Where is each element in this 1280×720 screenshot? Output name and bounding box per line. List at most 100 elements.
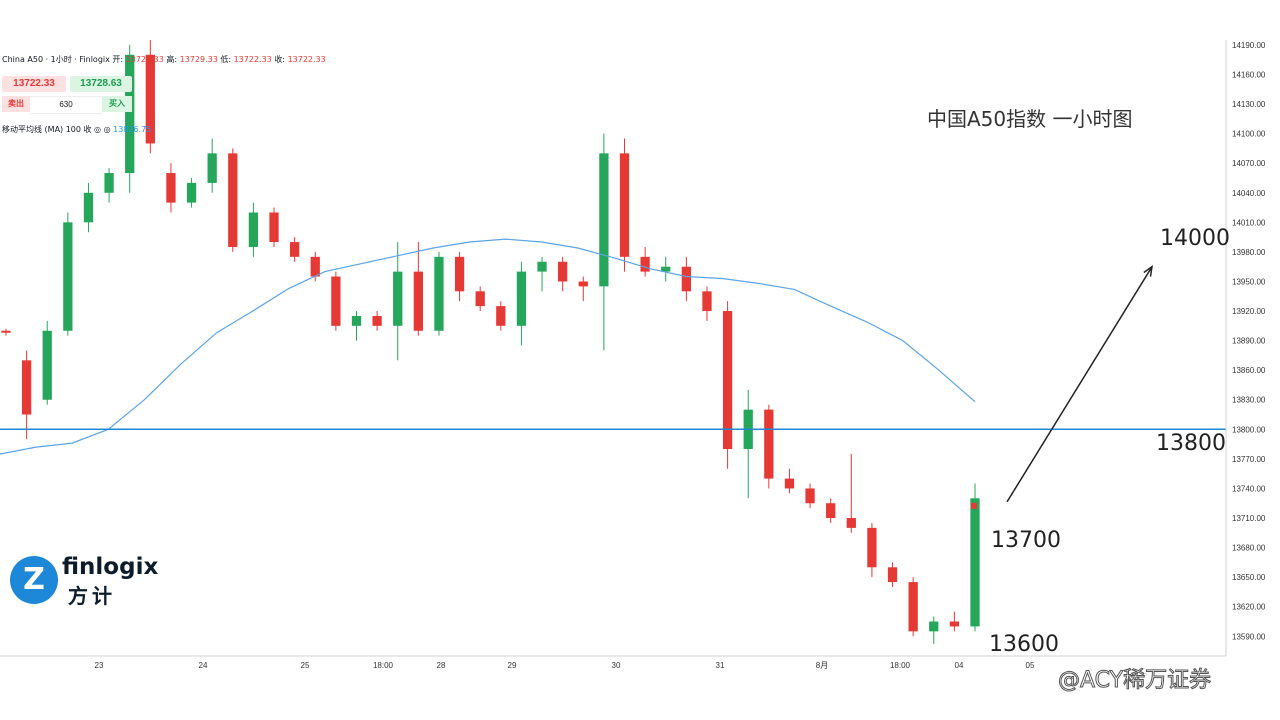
candle — [454, 251, 465, 302]
candle — [496, 301, 506, 331]
x-tick-label: 24 — [199, 661, 208, 670]
buy-button[interactable]: 买入 — [102, 96, 132, 112]
candle — [702, 286, 712, 321]
sell-button[interactable]: 卖出 — [2, 96, 30, 112]
candle-body — [970, 498, 980, 627]
candle-body — [702, 291, 712, 312]
x-tick-label: 18:00 — [890, 661, 911, 670]
candle-body — [434, 256, 444, 331]
candle-body — [310, 256, 320, 277]
candle — [42, 320, 52, 405]
open-value: 13728.33 — [125, 55, 164, 64]
candle — [661, 256, 671, 282]
candle — [104, 168, 114, 203]
candle-body — [186, 182, 197, 203]
logo-cn: 方计 — [68, 584, 116, 608]
target-label: 14000 — [1160, 226, 1230, 251]
candle-body — [145, 54, 155, 144]
candle-body — [949, 621, 960, 627]
candle-body — [166, 173, 176, 203]
overlays-group — [0, 238, 1226, 509]
candle-body — [1, 330, 11, 333]
y-tick-label: 13920.00 — [1232, 307, 1266, 316]
candles-group — [1, 40, 980, 645]
candle — [558, 256, 568, 292]
x-tick-label: 04 — [955, 661, 964, 670]
candle — [599, 133, 609, 351]
candle — [289, 237, 300, 262]
y-tick-label: 14190.00 — [1232, 41, 1266, 50]
y-tick-label: 14160.00 — [1232, 70, 1266, 79]
candle — [784, 468, 795, 494]
y-tick-label: 13950.00 — [1232, 277, 1266, 286]
candle-body — [805, 488, 815, 504]
buy-price[interactable]: 13728.63 — [70, 76, 132, 92]
candle-body — [413, 271, 423, 331]
candle-body — [929, 621, 939, 632]
candle — [372, 311, 382, 331]
candle-body — [496, 306, 506, 326]
x-tick-label: 23 — [95, 661, 104, 670]
candle-body — [21, 360, 32, 415]
candle-body — [722, 311, 733, 450]
ma-line — [0, 238, 976, 455]
candle-body — [248, 212, 259, 247]
y-tick-label: 13590.00 — [1232, 632, 1266, 641]
candle — [186, 177, 197, 208]
candle — [578, 276, 588, 302]
candle — [207, 138, 217, 193]
candle — [331, 271, 341, 331]
candle — [887, 562, 898, 588]
candle-body — [454, 256, 465, 292]
candle-body — [846, 518, 856, 528]
candle — [846, 453, 856, 533]
last-price-marker — [971, 502, 977, 509]
close-label: 收: — [274, 55, 286, 64]
candle — [867, 522, 877, 578]
candle-body — [331, 276, 341, 326]
volume-input[interactable]: 630 — [30, 96, 102, 114]
y-tick-label: 13740.00 — [1232, 484, 1266, 493]
candle — [722, 301, 733, 469]
y-tick-label: 13710.00 — [1232, 514, 1266, 523]
candle — [83, 182, 94, 233]
high-label: 高: — [166, 55, 178, 64]
candle — [743, 389, 753, 499]
candle — [125, 44, 135, 193]
sell-price[interactable]: 13722.33 — [2, 76, 66, 92]
candle — [21, 350, 32, 440]
low-value: 13722.33 — [233, 55, 272, 64]
projection-arrow-head — [1143, 265, 1154, 277]
candle-body — [661, 266, 671, 272]
candle-body — [42, 330, 52, 400]
level-13800-label: 13800 — [1156, 431, 1226, 456]
candle-body — [537, 261, 547, 272]
candle-body — [125, 54, 135, 174]
candle-body — [578, 281, 588, 287]
candle — [269, 207, 279, 247]
logo-name: finlogix — [62, 554, 159, 580]
x-tick-label: 30 — [612, 661, 621, 670]
projection-arrow[interactable] — [1006, 266, 1153, 503]
candle-body — [599, 153, 609, 287]
ma-indicator[interactable]: 移动平均线 (MA) 100 收 ◎ ◎ 13826.75 — [2, 124, 151, 135]
candle-body — [867, 527, 877, 568]
candle — [619, 138, 630, 272]
candle — [681, 256, 692, 302]
candle-body — [619, 153, 630, 257]
candle-body — [887, 567, 898, 583]
candle-body — [228, 153, 238, 247]
candle — [537, 256, 547, 292]
candle — [393, 242, 403, 361]
candle — [166, 163, 176, 213]
x-tick-label: 29 — [508, 661, 517, 670]
axes-group: 13590.00 13620.00 13650.00 13680.00 13710.00… — [0, 40, 1266, 670]
candle — [908, 577, 918, 637]
y-tick-label: 13860.00 — [1232, 366, 1266, 375]
logo-mark: Z — [10, 556, 58, 604]
open-label: 开: — [112, 55, 124, 64]
y-tick-label: 14100.00 — [1232, 130, 1266, 139]
x-tick-label: 8月 — [816, 661, 828, 670]
candle-body — [475, 291, 485, 307]
